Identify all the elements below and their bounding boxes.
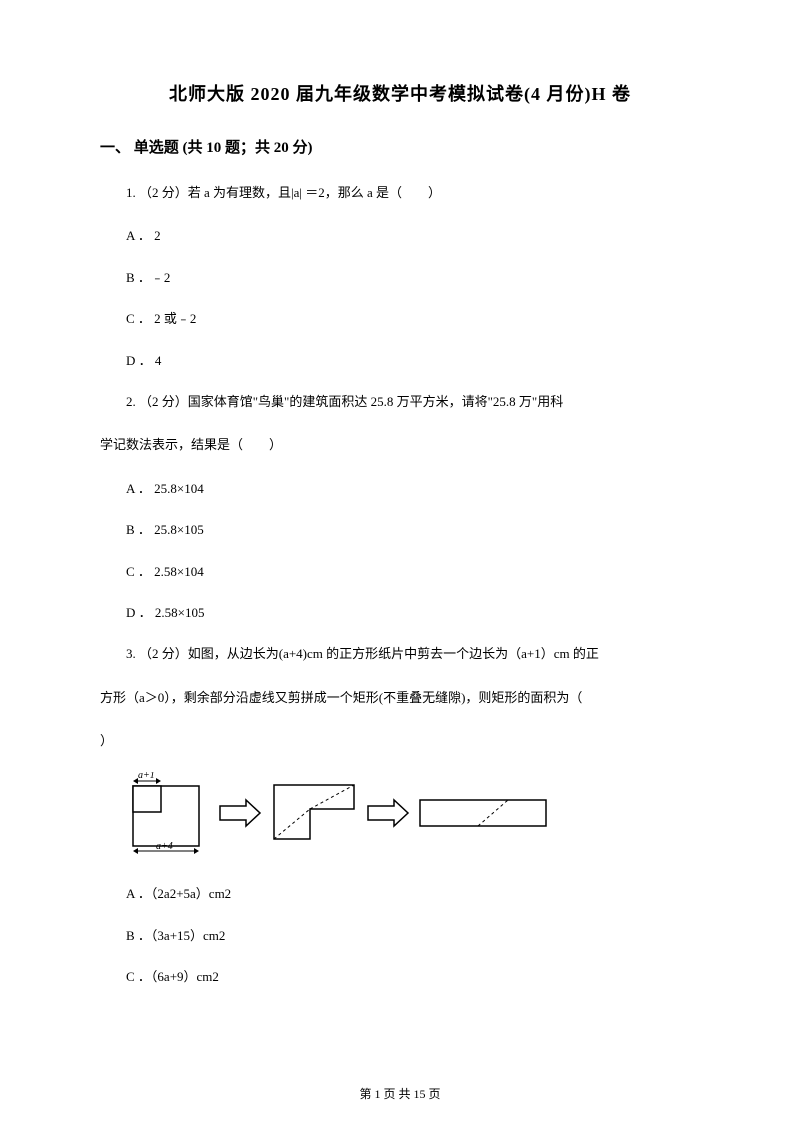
q3-option-c: C ．（6a+9）cm2: [100, 965, 700, 988]
q1-option-c: C ． 2 或﹣2: [100, 307, 700, 330]
q3-text-line1: 3. （2 分）如图，从边长为(a+4)cm 的正方形纸片中剪去一个边长为（a+…: [100, 642, 700, 665]
section-header: 一、 单选题 (共 10 题；共 20 分): [100, 136, 700, 157]
page-title: 北师大版 2020 届九年级数学中考模拟试卷(4 月份)H 卷: [100, 80, 700, 106]
q2-text-line1: 2. （2 分）国家体育馆"鸟巢"的建筑面积达 25.8 万平方米，请将"25.…: [100, 390, 700, 413]
q2-option-c: C ． 2.58×104: [100, 560, 700, 583]
q1-option-d: D ． 4: [100, 349, 700, 372]
q3-text-line2: 方形（a＞0），剩余部分沿虚线又剪拼成一个矩形(不重叠无缝隙)，则矩形的面积为（: [100, 686, 700, 709]
rectangle-result-icon: [418, 798, 548, 828]
label-a1: a+1: [138, 772, 155, 781]
q2-option-b: B ． 25.8×105: [100, 518, 700, 541]
q1-option-a: A ． 2: [100, 224, 700, 247]
q2-text-line2: 学记数法表示，结果是（ ）: [100, 433, 700, 456]
q3-option-b: B ．（3a+15）cm2: [100, 924, 700, 947]
label-a4: a+4: [156, 841, 173, 852]
q3-option-a: A ．（2a2+5a）cm2: [100, 882, 700, 905]
q2-option-a: A ． 25.8×104: [100, 477, 700, 500]
q3-text-line3: ）: [100, 729, 700, 752]
l-shape-icon: [270, 781, 358, 845]
q1-option-b: B ．﹣2: [100, 266, 700, 289]
arrow-right-icon: [218, 798, 262, 828]
arrow-right-icon: [366, 798, 410, 828]
q3-diagram: a+1 a+4: [128, 772, 700, 854]
q2-option-d: D ． 2.58×105: [100, 601, 700, 624]
square-with-cutout-icon: a+1 a+4: [128, 772, 210, 854]
q1-text: 1. （2 分）若 a 为有理数，且|a| ＝2，那么 a 是（ ）: [100, 181, 700, 204]
page-footer: 第 1 页 共 15 页: [0, 1085, 800, 1102]
